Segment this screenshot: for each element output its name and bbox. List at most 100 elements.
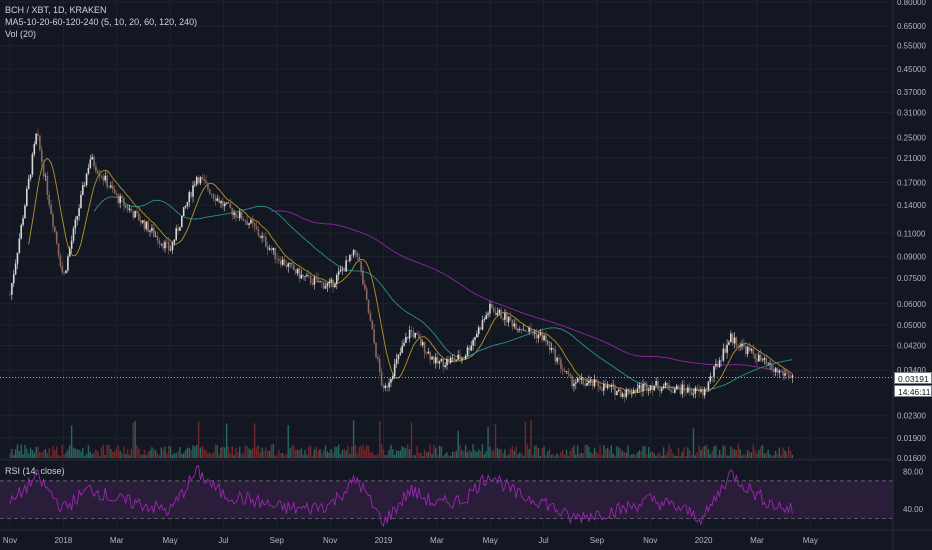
time-axis[interactable]: Nov 2018 Mar May Jul Sep Nov 2019 Mar May Jul Sep No… [3, 536, 818, 545]
candle-body [350, 255, 353, 256]
candle-body [26, 188, 28, 206]
candle-body [722, 348, 725, 361]
volume-bar [143, 449, 146, 458]
candle-body [489, 303, 491, 314]
volume-bar [134, 420, 136, 458]
volume-bar [250, 449, 252, 458]
volume-bar [722, 445, 725, 458]
volume-bar [220, 447, 222, 458]
volume-bar [39, 451, 41, 458]
candle-body [111, 185, 114, 190]
volume-bar [791, 454, 794, 458]
candle-body [78, 208, 80, 217]
volume-bar [562, 450, 564, 458]
candle-body [556, 357, 558, 362]
candle-body [545, 335, 547, 342]
volume-bar [506, 455, 508, 458]
volume-bar [614, 455, 616, 458]
volume-bar [485, 451, 487, 458]
candle-body [44, 175, 47, 177]
volume-bar [365, 445, 368, 458]
time-tick-label: 2018 [54, 536, 72, 545]
candle-body [548, 341, 551, 351]
candle-body [410, 329, 413, 332]
candle-body [220, 200, 222, 204]
price-tick-label: 0.80000 [897, 0, 926, 7]
candle-body [233, 212, 235, 215]
volume-bar [222, 446, 224, 458]
volume-bar [576, 445, 579, 458]
volume-bar [612, 453, 614, 458]
volume-bar [272, 444, 275, 458]
candle-body [519, 328, 521, 330]
volume-bar [713, 446, 715, 458]
volume-bar [731, 448, 734, 458]
volume-bar [765, 452, 767, 458]
volume-bars [9, 419, 794, 458]
volume-bar [168, 445, 170, 458]
volume-bar [351, 446, 353, 458]
candle-body [414, 333, 417, 338]
volume-bar [761, 444, 764, 458]
volume-bar [341, 450, 344, 458]
volume-bar [517, 454, 519, 458]
candle-body [266, 246, 269, 250]
candle-body [83, 185, 86, 186]
candle-body [659, 389, 661, 392]
candle-body [147, 221, 149, 232]
symbol-label[interactable]: BCH / XBT, 1D, KRAKEN [5, 5, 107, 15]
volume-bar [31, 450, 34, 458]
candle-body [293, 264, 295, 271]
candle-body [291, 263, 293, 265]
candle-body [436, 357, 439, 364]
volume-bar [664, 455, 667, 458]
candle-body [754, 354, 756, 359]
candle-body [166, 242, 168, 243]
volume-bar [356, 452, 359, 458]
volume-bar [304, 450, 306, 458]
candle-body [440, 358, 443, 362]
candle-body [584, 383, 586, 386]
volume-bar [323, 449, 325, 458]
candle-body [392, 376, 394, 380]
volume-bar [130, 448, 133, 458]
volume-bar [782, 447, 784, 458]
volume-bar [276, 454, 278, 458]
volume-bar [756, 453, 758, 458]
rsi-pane [0, 465, 893, 528]
candle-body [782, 371, 784, 376]
price-axis[interactable]: 0.80000 0.65000 0.55000 0.45000 0.37000 0.310… [892, 0, 926, 550]
volume-bar [616, 446, 618, 458]
candle-body [576, 378, 579, 383]
volume-bar [726, 455, 728, 458]
candle-body [307, 275, 310, 276]
volume-bar [556, 453, 558, 458]
volume-bar [337, 444, 340, 458]
volume-bar [360, 446, 362, 458]
time-tick-label: Jul [538, 536, 548, 545]
volume-indicator-label[interactable]: Vol (20) [5, 29, 37, 39]
volume-bar [625, 452, 627, 458]
candle-body [533, 332, 536, 334]
candle-body [737, 346, 740, 348]
volume-bar [248, 448, 250, 458]
ma-indicator-label[interactable]: MA5-10-20-60-120-240 (5, 10, 20, 60, 120… [5, 17, 198, 27]
volume-bar [436, 455, 439, 458]
candle-body [377, 356, 379, 360]
volume-bar [302, 454, 304, 458]
candle-body [543, 335, 545, 341]
volume-bar [181, 453, 183, 458]
candle-body [356, 252, 359, 258]
volume-bar [119, 450, 121, 458]
candle-body [438, 361, 441, 364]
volume-bar [317, 450, 319, 458]
volume-bar [481, 444, 484, 458]
candle-body [631, 393, 633, 395]
candle-body [182, 207, 185, 216]
candle-body [485, 315, 487, 320]
candle-body [123, 198, 125, 206]
volume-bar [498, 449, 500, 458]
candle-body [190, 192, 192, 197]
rsi-indicator-label[interactable]: RSI (14, close) [5, 466, 65, 476]
